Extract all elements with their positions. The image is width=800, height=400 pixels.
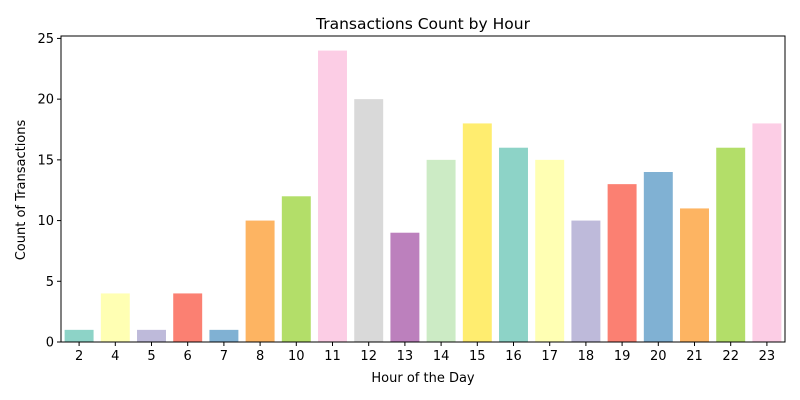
y-axis-label: Count of Transactions bbox=[14, 120, 29, 261]
x-tick-label: 20 bbox=[650, 349, 667, 364]
x-tick-label: 8 bbox=[256, 349, 264, 364]
bar-hour-14 bbox=[426, 159, 456, 342]
x-tick-label: 14 bbox=[433, 349, 450, 364]
bar-hour-5 bbox=[137, 329, 166, 342]
bar-hour-16 bbox=[499, 147, 528, 342]
y-axis: 0 5 10 15 20 25 bbox=[37, 32, 61, 351]
x-tick-label: 2 bbox=[75, 349, 83, 364]
x-tick-label: 7 bbox=[220, 349, 228, 364]
bars-group bbox=[64, 50, 782, 343]
bar-hour-7 bbox=[209, 329, 239, 342]
bar-hour-15 bbox=[462, 123, 492, 342]
x-tick-label: 22 bbox=[722, 349, 739, 364]
chart-title: Transactions Count by Hour bbox=[315, 15, 531, 33]
bar-hour-13 bbox=[390, 232, 420, 342]
bar-hour-8 bbox=[245, 220, 275, 342]
bar-hour-22 bbox=[716, 147, 746, 342]
plot-frame bbox=[60, 35, 786, 343]
x-axis-label: Hour of the Day bbox=[371, 371, 475, 386]
x-tick-label: 18 bbox=[578, 349, 595, 364]
bar-hour-21 bbox=[680, 208, 709, 342]
bar-hour-10 bbox=[281, 196, 311, 342]
x-tick-label: 15 bbox=[469, 349, 486, 364]
x-tick-label: 13 bbox=[397, 349, 414, 364]
x-tick-label: 10 bbox=[288, 349, 305, 364]
x-tick-label: 5 bbox=[147, 349, 155, 364]
x-tick-label: 17 bbox=[541, 349, 558, 364]
x-axis: 2 4 5 6 7 8 10 11 12 13 14 15 16 17 18 19 20 21 22 23 bbox=[75, 342, 775, 364]
bar-hour-2 bbox=[64, 329, 94, 342]
x-tick-label: 12 bbox=[360, 349, 377, 364]
y-tick-label: 5 bbox=[46, 275, 54, 290]
y-tick-label: 0 bbox=[46, 336, 54, 351]
bar-hour-19 bbox=[607, 184, 637, 342]
x-tick-label: 6 bbox=[184, 349, 192, 364]
x-tick-label: 4 bbox=[111, 349, 119, 364]
bar-hour-20 bbox=[643, 172, 673, 342]
bar-hour-17 bbox=[535, 159, 565, 342]
y-tick-label: 15 bbox=[37, 153, 54, 168]
bar-hour-11 bbox=[318, 50, 347, 342]
x-tick-label: 21 bbox=[686, 349, 703, 364]
y-tick-label: 25 bbox=[37, 32, 54, 47]
bar-hour-6 bbox=[173, 293, 203, 342]
x-tick-label: 16 bbox=[505, 349, 522, 364]
y-tick-label: 20 bbox=[37, 93, 54, 108]
bar-hour-12 bbox=[354, 99, 384, 343]
x-tick-label: 23 bbox=[759, 349, 776, 364]
x-tick-label: 19 bbox=[614, 349, 631, 364]
bar-hour-4 bbox=[100, 293, 130, 342]
bar-hour-23 bbox=[752, 123, 782, 342]
bar-hour-18 bbox=[571, 220, 601, 342]
y-tick-label: 10 bbox=[37, 214, 54, 229]
x-tick-label: 11 bbox=[324, 349, 341, 364]
